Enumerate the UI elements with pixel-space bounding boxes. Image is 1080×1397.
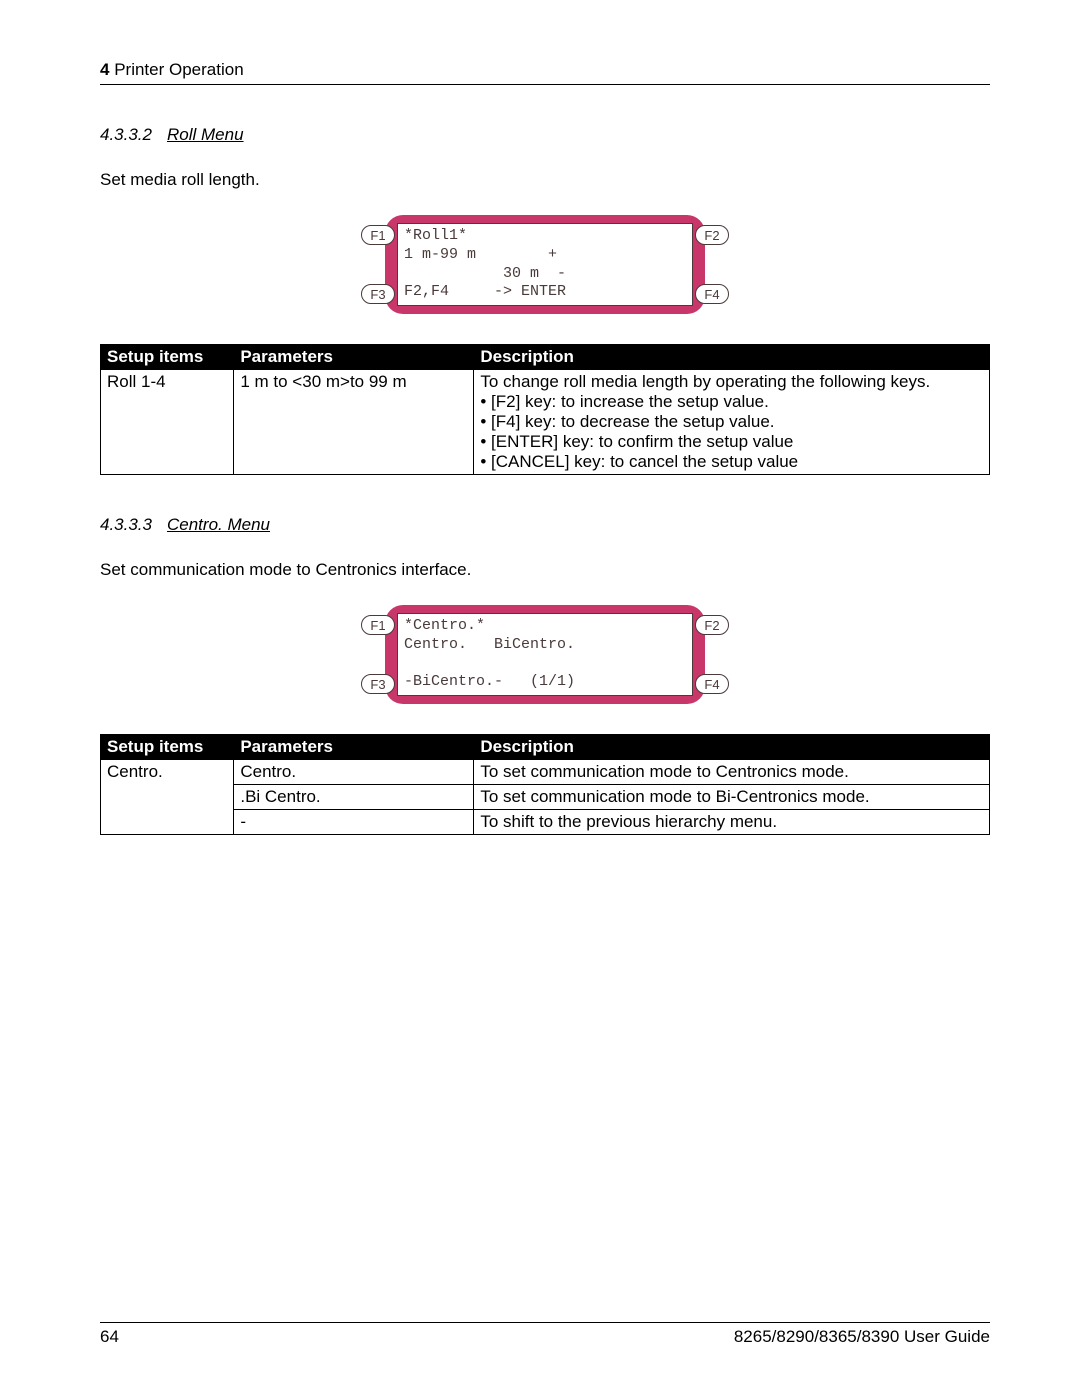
cell-param: Centro. xyxy=(234,760,474,785)
f4-key-label: F4 xyxy=(695,284,729,304)
table-row: .Bi Centro. To set communication mode to… xyxy=(101,785,990,810)
cell-desc: To set communication mode to Bi-Centroni… xyxy=(474,785,990,810)
cell-param: 1 m to <30 m>to 99 m xyxy=(234,370,474,475)
th-param: Parameters xyxy=(234,735,474,760)
section-heading-roll: 4.3.3.2 Roll Menu xyxy=(100,125,990,145)
panel-body: *Centro.* Centro. BiCentro. -BiCentro.- … xyxy=(385,605,705,704)
th-desc: Description xyxy=(474,735,990,760)
document-page: 4 Printer Operation 4.3.3.2 Roll Menu Set… xyxy=(0,0,1080,1397)
cell-setup: Roll 1-4 xyxy=(101,370,234,475)
section-number: 4.3.3.2 xyxy=(100,125,152,144)
table-row: - To shift to the previous hierarchy men… xyxy=(101,810,990,835)
f1-key-label: F1 xyxy=(361,615,395,635)
spec-table-roll: Setup items Parameters Description Roll … xyxy=(100,344,990,475)
section-heading-centro: 4.3.3.3 Centro. Menu xyxy=(100,515,990,535)
f4-key-label: F4 xyxy=(695,674,729,694)
cell-param: - xyxy=(234,810,474,835)
lcd-screen: *Centro.* Centro. BiCentro. -BiCentro.- … xyxy=(397,613,693,696)
section-intro: Set media roll length. xyxy=(100,170,990,190)
lcd-panel-diagram-1: F1 F2 F3 F4 *Roll1* 1 m-99 m + 30 m - F2… xyxy=(100,215,990,314)
cell-desc: To shift to the previous hierarchy menu. xyxy=(474,810,990,835)
section-intro: Set communication mode to Centronics int… xyxy=(100,560,990,580)
spec-table-centro: Setup items Parameters Description Centr… xyxy=(100,734,990,835)
page-footer: 64 8265/8290/8365/8390 User Guide xyxy=(100,1322,990,1347)
section-title: Centro. Menu xyxy=(167,515,270,534)
cell-desc: To change roll media length by operating… xyxy=(474,370,990,475)
f3-key-label: F3 xyxy=(361,674,395,694)
th-setup: Setup items xyxy=(101,345,234,370)
cell-setup: Centro. xyxy=(101,760,234,835)
f2-key-label: F2 xyxy=(695,225,729,245)
lcd-panel-diagram-2: F1 F2 F3 F4 *Centro.* Centro. BiCentro. … xyxy=(100,605,990,704)
doc-title: 8265/8290/8365/8390 User Guide xyxy=(734,1327,990,1347)
cell-param: .Bi Centro. xyxy=(234,785,474,810)
table-row: Roll 1-4 1 m to <30 m>to 99 m To change … xyxy=(101,370,990,475)
panel-body: *Roll1* 1 m-99 m + 30 m - F2,F4 -> ENTER xyxy=(385,215,705,314)
lcd-screen: *Roll1* 1 m-99 m + 30 m - F2,F4 -> ENTER xyxy=(397,223,693,306)
th-setup: Setup items xyxy=(101,735,234,760)
th-desc: Description xyxy=(474,345,990,370)
f3-key-label: F3 xyxy=(361,284,395,304)
f1-key-label: F1 xyxy=(361,225,395,245)
table-row: Centro. Centro. To set communication mod… xyxy=(101,760,990,785)
section-number: 4.3.3.3 xyxy=(100,515,152,534)
page-number: 64 xyxy=(100,1327,119,1347)
section-title: Roll Menu xyxy=(167,125,244,144)
page-header: 4 Printer Operation xyxy=(100,60,990,85)
th-param: Parameters xyxy=(234,345,474,370)
f2-key-label: F2 xyxy=(695,615,729,635)
cell-desc: To set communication mode to Centronics … xyxy=(474,760,990,785)
chapter-title: Printer Operation xyxy=(109,60,243,79)
